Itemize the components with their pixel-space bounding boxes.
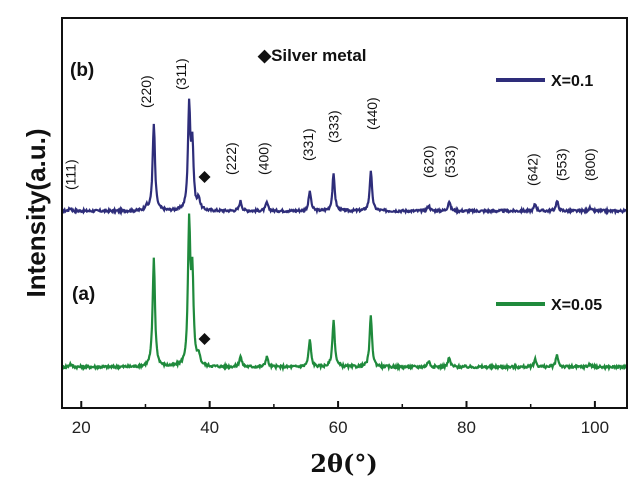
x-tick-label-60: 60 — [329, 418, 348, 437]
hkl-label-4: (400) — [256, 142, 272, 175]
hkl-label-1: (220) — [138, 75, 154, 108]
hkl-label-3: (222) — [223, 142, 239, 175]
silver-diamond-icon: ◆ — [257, 46, 272, 65]
hkl-label-9: (533) — [442, 145, 458, 178]
hkl-label-12: (800) — [582, 148, 598, 181]
legend-label-x-0.1: X=0.1 — [551, 73, 593, 90]
x-tick-label-80: 80 — [457, 418, 476, 437]
panel-label-b: (b) — [70, 60, 94, 81]
hkl-label-11: (553) — [554, 148, 570, 181]
legend-x-0.05: X=0.05 — [496, 297, 602, 314]
hkl-label-5: (331) — [300, 128, 316, 161]
x-tick-label-100: 100 — [581, 418, 609, 437]
hkl-label-8: (620) — [421, 145, 437, 178]
series-line-x0.05 — [60, 213, 628, 373]
silver-metal-label: Silver metal — [271, 46, 366, 65]
hkl-label-2: (311) — [173, 58, 189, 90]
series-line-x0.1 — [61, 98, 628, 217]
x-tick-label-40: 40 — [200, 418, 219, 437]
legend-x-0.1: X=0.1 — [496, 73, 593, 90]
silver-marker-a — [198, 333, 211, 345]
y-axis-title: Intensity(a.u.) — [21, 128, 51, 297]
hkl-label-10: (642) — [525, 153, 541, 186]
hkl-label-0: (111) — [62, 159, 78, 190]
silver-marker-b — [198, 171, 211, 183]
panel-label-a: (a) — [72, 284, 95, 305]
x-axis-title: 2θ(°) — [310, 449, 377, 478]
hkl-label-6: (333) — [326, 110, 342, 143]
plot-frame — [61, 17, 628, 409]
x-tick-label-20: 20 — [72, 418, 91, 437]
silver-metal-legend: ◆Silver metal — [257, 46, 367, 65]
hkl-label-7: (440) — [364, 97, 380, 130]
legend-label-x-0.05: X=0.05 — [551, 297, 602, 314]
